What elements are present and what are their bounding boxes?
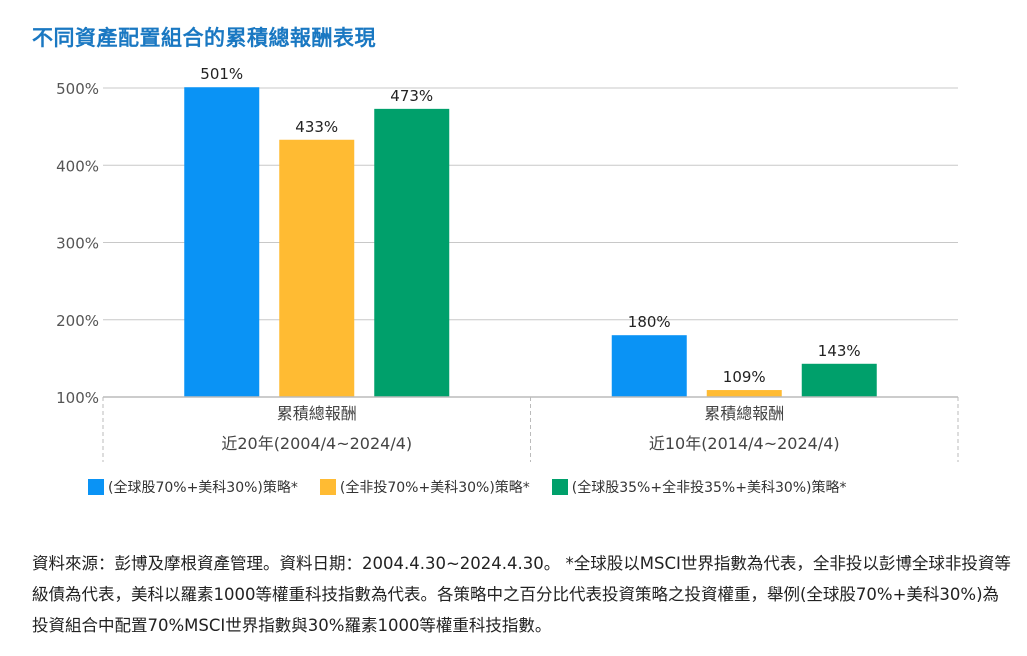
y-tick-label: 300%: [56, 235, 99, 253]
legend: (全球股70%+美科30%)策略* (全非投70%+美科30%)策略* (全球股35…: [88, 477, 847, 497]
x-category-label: 累積總報酬: [277, 404, 357, 423]
data-label: 180%: [628, 313, 671, 331]
y-tick-label: 100%: [56, 389, 99, 407]
data-label: 473%: [390, 87, 433, 105]
data-label: 143%: [818, 342, 861, 360]
x-category-label: 累積總報酬: [704, 404, 784, 423]
bar: [801, 363, 877, 397]
footnote: 資料來源：彭博及摩根資產管理。資料日期：2004.4.30~2024.4.30。…: [32, 554, 1011, 635]
y-tick-label: 400%: [56, 157, 99, 175]
y-tick-label: 200%: [56, 312, 99, 330]
legend-label: (全球股35%+全非投35%+美科30%)策略*: [571, 480, 847, 496]
bar: [374, 108, 450, 398]
legend-item: (全球股70%+美科30%)策略*: [88, 477, 298, 497]
data-label: 501%: [200, 65, 243, 83]
legend-swatch: [551, 479, 568, 495]
x-category-sublabel: 近10年(2014/4~2024/4): [649, 434, 840, 453]
legend-item: (全球股35%+全非投35%+美科30%)策略*: [551, 477, 847, 497]
bar: [706, 390, 782, 397]
chart-title: 不同資產配置組合的累積總報酬表現: [32, 26, 376, 50]
bar: [184, 87, 260, 397]
bar: [611, 335, 687, 397]
data-label: 433%: [295, 118, 338, 136]
legend-label: (全球股70%+美科30%)策略*: [108, 480, 298, 496]
data-label: 109%: [723, 368, 766, 386]
bar-chart: 100% 200% 300% 400% 500% 501% 433% 473% 累積總報酬近20…: [56, 65, 959, 462]
legend-swatch: [88, 479, 104, 495]
legend-label: (全非投70%+美科30%)策略*: [339, 480, 530, 496]
legend-item: (全非投70%+美科30%)策略*: [319, 477, 530, 497]
y-tick-label: 500%: [56, 80, 99, 98]
legend-swatch: [319, 479, 336, 495]
bar: [279, 139, 355, 397]
x-category-sublabel: 近20年(2004/4~2024/4): [221, 434, 412, 453]
